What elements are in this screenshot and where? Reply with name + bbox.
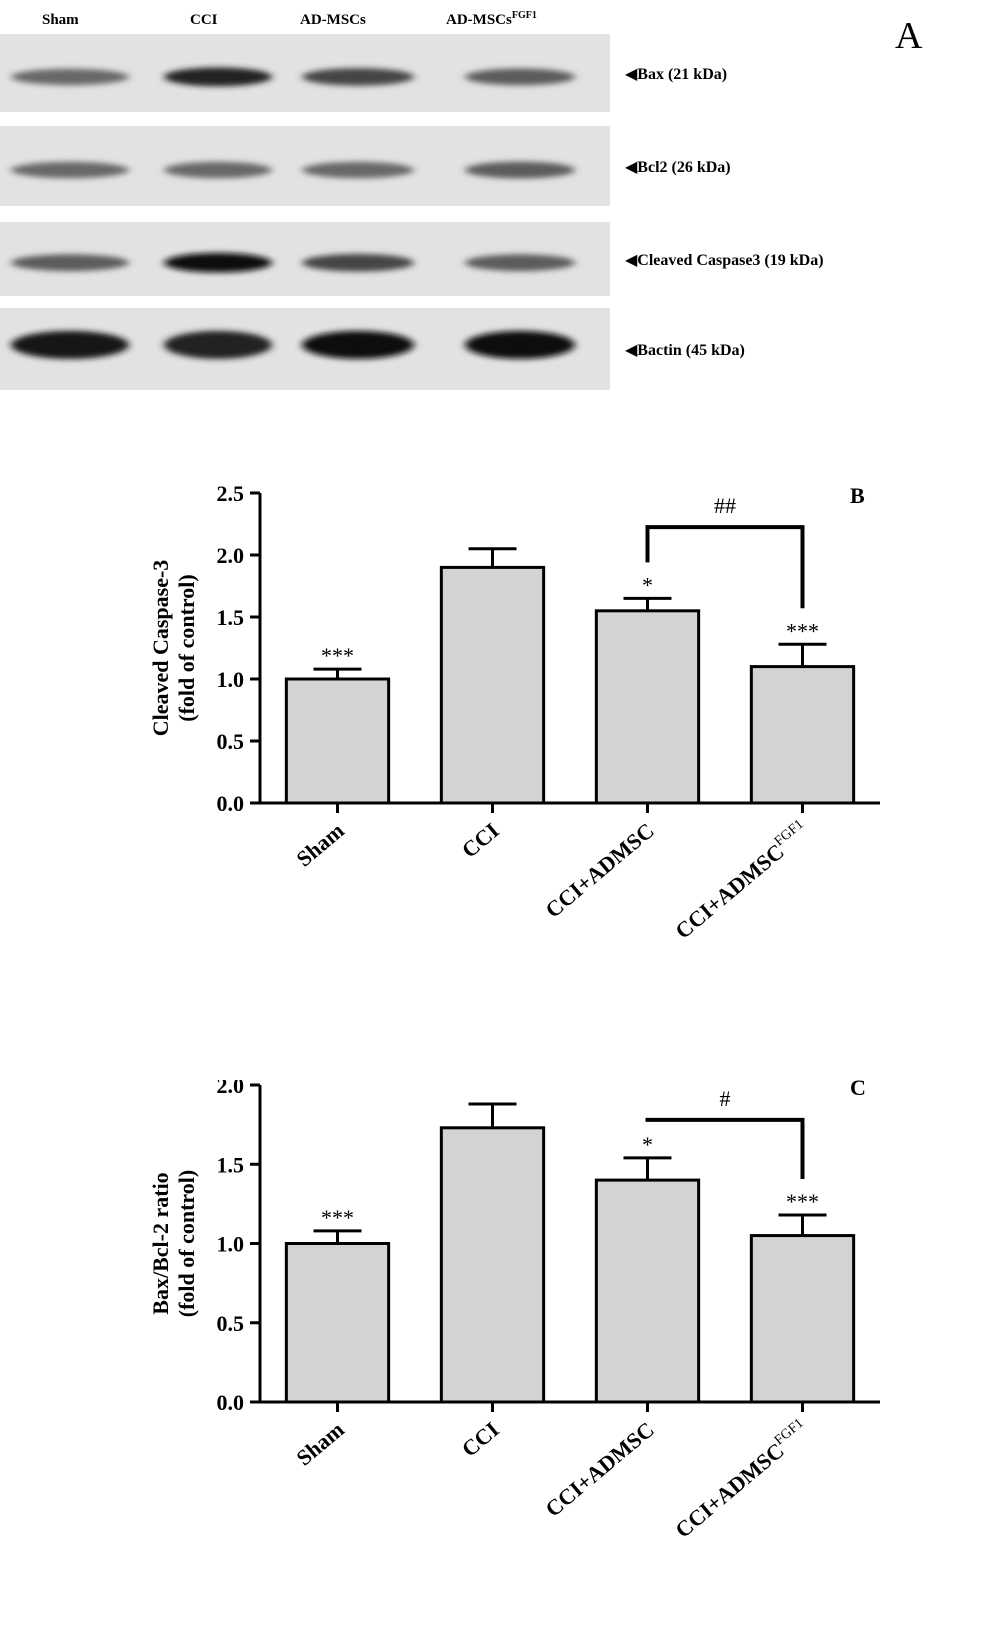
band-label: ◀Cleaved Caspase3 (19 kDa) <box>625 252 824 269</box>
y-axis-label: Cleaved Caspase-3(fold of control) <box>148 560 199 737</box>
blot-band <box>302 68 414 86</box>
significance-marker: *** <box>786 618 819 643</box>
y-tick-label: 0.0 <box>217 791 245 816</box>
lane-label: AD-MSCsFGF1 <box>446 10 537 28</box>
y-tick-label: 2.5 <box>217 481 245 506</box>
panel-letter: B <box>850 483 865 508</box>
significance-marker: *** <box>321 1205 354 1230</box>
bar <box>594 1178 701 1404</box>
x-tick-label: CCI+ADMSC <box>540 818 658 923</box>
blot-band <box>465 254 575 272</box>
x-tick-label: CCI+ADMSC <box>540 1417 658 1522</box>
bar <box>749 665 856 805</box>
blot-band <box>11 161 129 179</box>
blot-band <box>11 330 129 359</box>
bar <box>284 677 391 805</box>
y-tick-label: 1.5 <box>217 1152 245 1177</box>
y-tick-label: 2.0 <box>217 1080 245 1098</box>
blot-band <box>465 161 575 179</box>
bracket-label: ## <box>714 493 736 518</box>
y-tick-label: 0.5 <box>217 729 245 754</box>
x-tick-label: CCI <box>457 1417 504 1462</box>
comparison-bracket <box>645 525 805 609</box>
significance-marker: * <box>642 1132 653 1157</box>
blot-strips <box>0 34 610 390</box>
lane-superscript: FGF1 <box>512 10 537 21</box>
x-tick-superscript: FGF1 <box>772 817 807 850</box>
bracket-label: # <box>720 1086 731 1111</box>
x-tick-label: Sham <box>291 1417 348 1471</box>
y-tick-label: 0.0 <box>217 1390 245 1415</box>
panel-letter-a: A <box>895 15 923 57</box>
band-label: ◀Bactin (45 kDa) <box>625 342 745 359</box>
blot-band <box>164 252 272 273</box>
significance-marker: *** <box>786 1189 819 1214</box>
panel-letter: C <box>850 1080 866 1100</box>
y-tick-label: 2.0 <box>217 543 245 568</box>
blot-band <box>164 330 272 359</box>
comparison-bracket <box>645 1117 805 1179</box>
y-tick-label: 0.5 <box>217 1311 245 1336</box>
x-tick-superscript: FGF1 <box>772 1416 807 1449</box>
band-label: ◀Bax (21 kDa) <box>625 66 727 83</box>
lane-label: Sham <box>42 12 79 28</box>
significance-marker: * <box>642 572 653 597</box>
blot-band <box>11 68 129 86</box>
blot-band <box>164 67 272 87</box>
x-tick-label: Sham <box>291 818 348 872</box>
blot-band <box>465 330 575 359</box>
blot-band <box>302 161 414 179</box>
blot-band <box>302 330 414 359</box>
western-blot-panel: Sham CCI AD-MSCs AD-MSCsFGF1 A ◀Bax (21 … <box>0 10 923 390</box>
significance-marker: *** <box>321 643 354 668</box>
band-label: ◀Bcl2 (26 kDa) <box>625 159 731 176</box>
y-axis-label: Bax/Bcl-2 ratio(fold of control) <box>148 1170 199 1317</box>
lane-label: CCI <box>190 12 218 28</box>
bar <box>284 1242 391 1404</box>
blot-band <box>465 68 575 86</box>
y-tick-label: 1.0 <box>217 667 245 692</box>
blot-band <box>11 254 129 272</box>
x-tick-label: CCI+ADMSCFGF1 <box>670 817 814 944</box>
x-tick-label: CCI+ADMSCFGF1 <box>670 1416 814 1543</box>
bar <box>439 1126 546 1404</box>
blot-band <box>164 161 272 179</box>
bar <box>439 565 546 805</box>
blot-band <box>302 253 414 272</box>
bar <box>594 609 701 805</box>
bar <box>749 1234 856 1404</box>
y-tick-label: 1.0 <box>217 1232 245 1257</box>
y-tick-label: 1.5 <box>217 605 245 630</box>
lane-label: AD-MSCs <box>300 12 366 28</box>
x-tick-label: CCI <box>457 818 504 863</box>
